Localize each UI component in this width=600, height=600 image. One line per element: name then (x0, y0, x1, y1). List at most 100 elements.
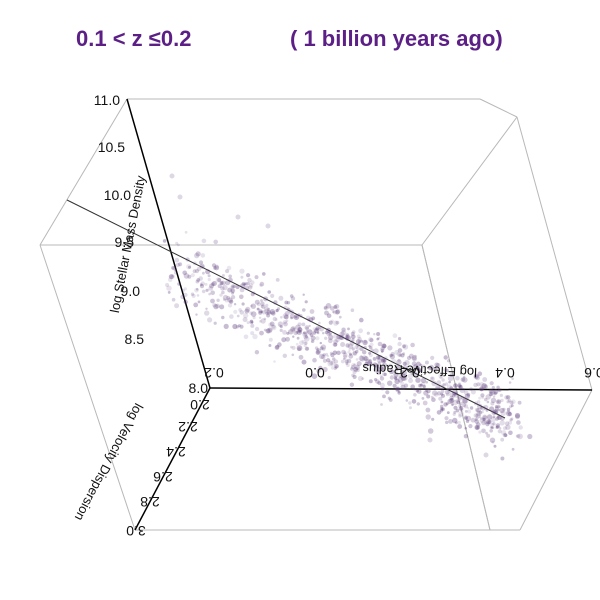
data-point (504, 421, 510, 426)
data-point (310, 335, 316, 341)
data-point (451, 389, 458, 395)
data-point (436, 380, 442, 385)
data-point (380, 403, 383, 406)
data-point (467, 409, 472, 414)
data-point (332, 342, 338, 347)
data-point (221, 315, 225, 320)
data-point (482, 377, 488, 382)
data-point (464, 416, 468, 420)
data-point (178, 262, 183, 267)
data-point (345, 336, 350, 341)
data-point (516, 420, 521, 425)
x-tick-label: 0.0 (305, 365, 325, 381)
data-point (394, 350, 400, 355)
data-point (401, 373, 406, 378)
box-edge (479, 98, 518, 118)
data-point (199, 283, 203, 287)
data-point (496, 405, 500, 409)
data-point (436, 387, 439, 390)
data-point (371, 348, 374, 352)
data-point (453, 383, 458, 388)
data-point (290, 345, 293, 349)
data-point (243, 312, 249, 319)
data-point (182, 270, 187, 276)
data-point (368, 337, 374, 342)
data-point (233, 303, 237, 306)
data-point (284, 300, 289, 305)
data-point (394, 378, 400, 385)
box-edge (421, 116, 518, 246)
box-edge (421, 244, 491, 531)
data-point (410, 384, 416, 390)
data-point (349, 382, 355, 387)
data-point (177, 282, 181, 286)
data-point (369, 338, 374, 343)
data-point (275, 278, 280, 282)
data-point (417, 368, 422, 373)
data-point (457, 424, 463, 429)
data-point (260, 299, 263, 302)
data-point (297, 327, 303, 332)
data-point (198, 276, 203, 281)
data-point (517, 433, 523, 440)
data-point (485, 422, 490, 427)
data-point (488, 391, 494, 397)
data-point (448, 419, 453, 424)
data-point (335, 309, 340, 315)
data-point (401, 369, 405, 374)
data-point (246, 321, 250, 325)
data-point (361, 377, 365, 380)
data-point (340, 342, 346, 347)
data-point (367, 360, 373, 366)
data-point (398, 337, 402, 341)
data-point (219, 281, 223, 285)
data-point (377, 361, 381, 365)
data-point (321, 347, 326, 352)
data-point (413, 393, 417, 397)
data-points (162, 173, 533, 461)
data-point (416, 402, 420, 406)
data-point (381, 343, 387, 349)
data-point (312, 331, 317, 335)
data-point (207, 277, 211, 282)
data-point (426, 388, 431, 394)
data-point (283, 321, 288, 327)
data-point (500, 410, 506, 416)
data-point (236, 314, 240, 318)
data-point (223, 323, 229, 329)
data-point (490, 401, 495, 406)
data-point (297, 347, 301, 351)
data-point (460, 401, 464, 405)
data-point (290, 325, 296, 332)
data-point (476, 400, 481, 404)
data-point (272, 316, 277, 322)
data-point (213, 239, 218, 245)
data-point (324, 306, 328, 310)
data-point (493, 409, 499, 415)
data-point (259, 330, 264, 336)
data-point (345, 333, 349, 337)
data-point (167, 291, 171, 294)
data-point (220, 280, 226, 286)
data-point (412, 356, 417, 362)
data-point (199, 263, 205, 269)
data-point (327, 360, 334, 367)
data-point (266, 327, 273, 334)
data-point (256, 302, 261, 307)
data-point (363, 364, 367, 368)
data-point (385, 390, 390, 395)
data-point (404, 367, 409, 371)
data-point (333, 305, 338, 309)
data-point (339, 335, 345, 341)
data-point (308, 317, 314, 323)
data-point (263, 317, 267, 321)
data-point (219, 280, 224, 286)
data-point (184, 230, 188, 234)
data-point (238, 308, 242, 312)
data-point (465, 415, 472, 422)
data-point (462, 403, 467, 408)
data-point (453, 410, 457, 414)
data-point (350, 308, 355, 313)
data-point (217, 284, 222, 289)
